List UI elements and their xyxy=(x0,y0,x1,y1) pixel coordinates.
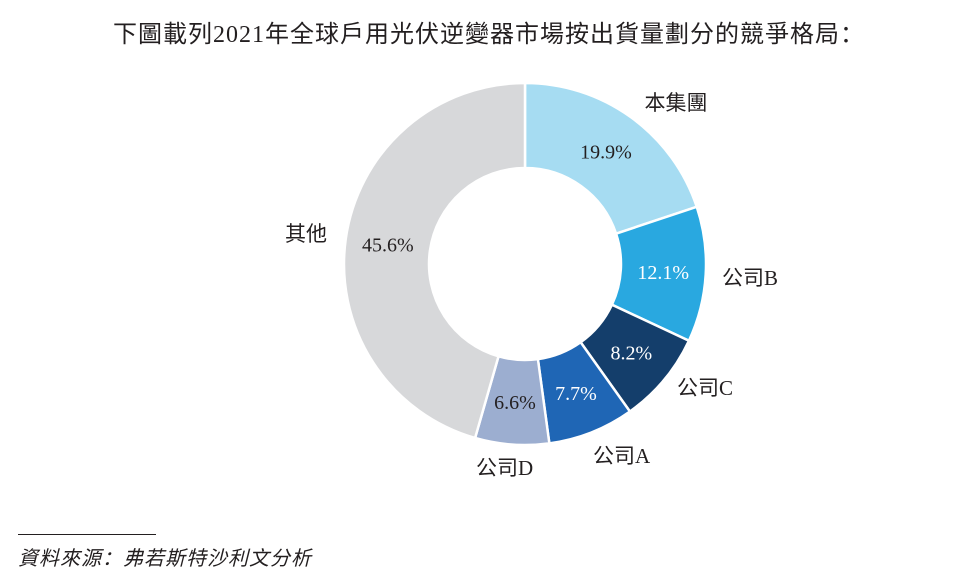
slice-category-label-6: 其他 xyxy=(285,222,327,246)
slice-value-label-2: 12.1% xyxy=(637,262,689,284)
slice-value-label-3: 8.2% xyxy=(611,343,653,365)
slice-category-label-1: 本集團 xyxy=(645,91,708,115)
slice-value-label-1: 19.9% xyxy=(580,142,632,164)
slice-value-label-6: 45.6% xyxy=(362,235,414,257)
slice-category-label-3: 公司C xyxy=(677,376,733,400)
source-note: 資料來源：弗若斯特沙利文分析 xyxy=(18,548,312,570)
slice-category-label-2: 公司B xyxy=(722,266,778,290)
donut-slice-6 xyxy=(342,81,527,440)
slice-category-label-5: 公司D xyxy=(476,456,533,480)
source-divider xyxy=(18,534,156,535)
slice-value-label-5: 6.6% xyxy=(494,392,536,414)
slice-category-label-4: 公司A xyxy=(593,444,651,468)
donut-slice-1 xyxy=(523,81,699,236)
slice-value-label-4: 7.7% xyxy=(555,383,597,405)
page-title: 下圖載列2021年全球戶用光伏逆變器市場按出貨量劃分的競爭格局： xyxy=(113,22,865,48)
donut-slices xyxy=(342,81,708,447)
donut-value-labels: 19.9% 12.1% 8.2% 7.7% 6.6% 45.6% xyxy=(362,142,689,414)
